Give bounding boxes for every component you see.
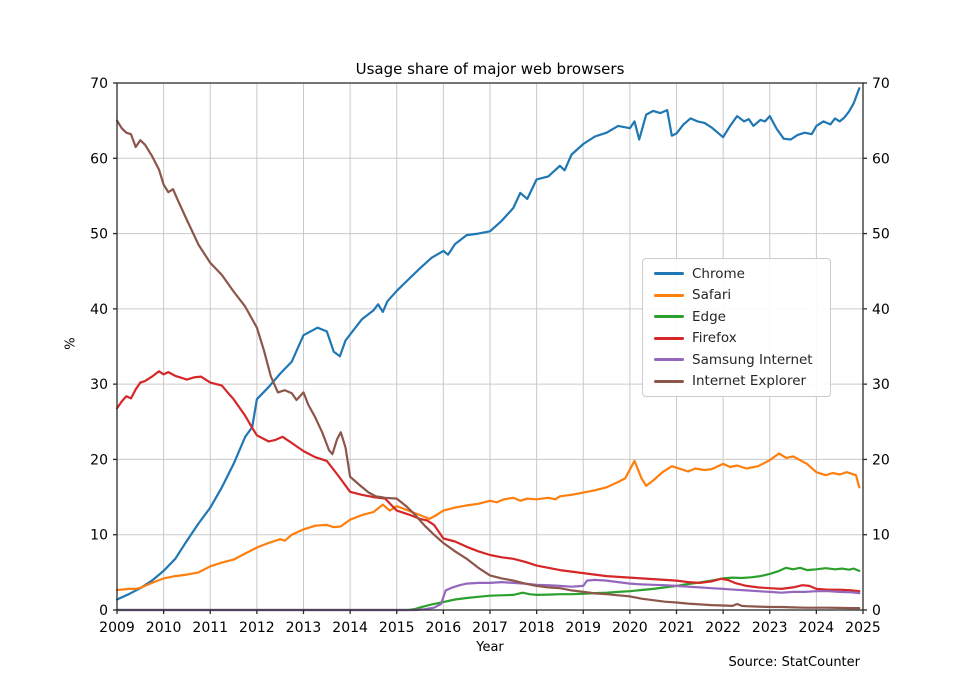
legend-entry-samsung-internet: Samsung Internet — [643, 352, 830, 368]
y-tick-label-left: 40 — [90, 302, 108, 318]
legend-label-chrome: Chrome — [692, 265, 745, 282]
x-tick-label: 2009 — [99, 620, 135, 636]
legend-entry-edge: Edge — [643, 309, 830, 325]
legend: Chrome Safari Edge Firefox Samsung Internet I… — [642, 258, 831, 397]
y-tick-label-left: 30 — [90, 377, 108, 393]
y-tick-label-right: 60 — [872, 151, 890, 167]
x-tick-label: 2018 — [519, 620, 555, 636]
x-tick-label: 2013 — [286, 620, 322, 636]
y-tick-label-left: 10 — [90, 528, 108, 544]
series-line-firefox — [115, 370, 861, 593]
legend-swatch-edge — [654, 315, 684, 319]
y-tick-label-left: 20 — [90, 452, 108, 468]
x-tick-label: 2019 — [565, 620, 601, 636]
y-tick-label-left: 50 — [90, 227, 108, 243]
legend-label-samsung-internet: Samsung Internet — [692, 351, 813, 368]
legend-entry-internet-explorer: Internet Explorer — [643, 373, 830, 389]
y-tick-label-left: 70 — [90, 76, 108, 92]
legend-swatch-safari — [654, 293, 684, 297]
legend-label-safari: Safari — [692, 287, 732, 304]
x-tick-label: 2011 — [192, 620, 228, 636]
legend-swatch-samsung-internet — [654, 358, 684, 362]
legend-swatch-internet-explorer — [654, 379, 684, 383]
legend-label-internet-explorer: Internet Explorer — [692, 373, 807, 390]
x-tick-label: 2020 — [612, 620, 648, 636]
x-tick-label: 2023 — [752, 620, 788, 636]
series-line-samsung-internet — [115, 578, 861, 612]
y-tick-label-right: 30 — [872, 377, 890, 393]
series-line-safari — [115, 452, 861, 592]
chart-title: Usage share of major web browsers — [355, 60, 625, 78]
y-tick-label-right: 70 — [872, 76, 890, 92]
x-tick-label: 2010 — [146, 620, 182, 636]
series-line-chrome — [115, 87, 861, 601]
x-tick-label: 2024 — [799, 620, 835, 636]
x-tick-label: 2022 — [705, 620, 741, 636]
y-axis-label: % — [63, 337, 79, 350]
y-tick-label-right: 40 — [872, 302, 890, 318]
y-tick-label-left: 0 — [99, 603, 108, 619]
x-tick-label: 2021 — [659, 620, 695, 636]
x-tick-label: 2025 — [845, 620, 881, 636]
x-tick-label: 2015 — [379, 620, 415, 636]
y-tick-label-right: 50 — [872, 227, 890, 243]
legend-swatch-firefox — [654, 336, 684, 340]
y-tick-label-left: 60 — [90, 151, 108, 167]
y-tick-label-right: 10 — [872, 528, 890, 544]
x-tick-label: 2014 — [332, 620, 368, 636]
legend-entry-firefox: Firefox — [643, 330, 830, 346]
legend-entry-chrome: Chrome — [643, 266, 830, 282]
x-tick-label: 2017 — [472, 620, 508, 636]
series-line-internet-explorer — [115, 119, 861, 610]
source-note: Source: StatCounter — [728, 655, 860, 670]
y-tick-label-right: 20 — [872, 452, 890, 468]
legend-entry-safari: Safari — [643, 287, 830, 303]
series-line-edge — [115, 566, 861, 612]
legend-swatch-chrome — [654, 272, 684, 276]
x-axis-label: Year — [476, 640, 504, 655]
x-tick-label: 2016 — [426, 620, 462, 636]
x-tick-label: 2012 — [239, 620, 275, 636]
legend-label-edge: Edge — [692, 308, 726, 325]
legend-label-firefox: Firefox — [692, 330, 737, 347]
y-tick-label-right: 0 — [872, 603, 881, 619]
